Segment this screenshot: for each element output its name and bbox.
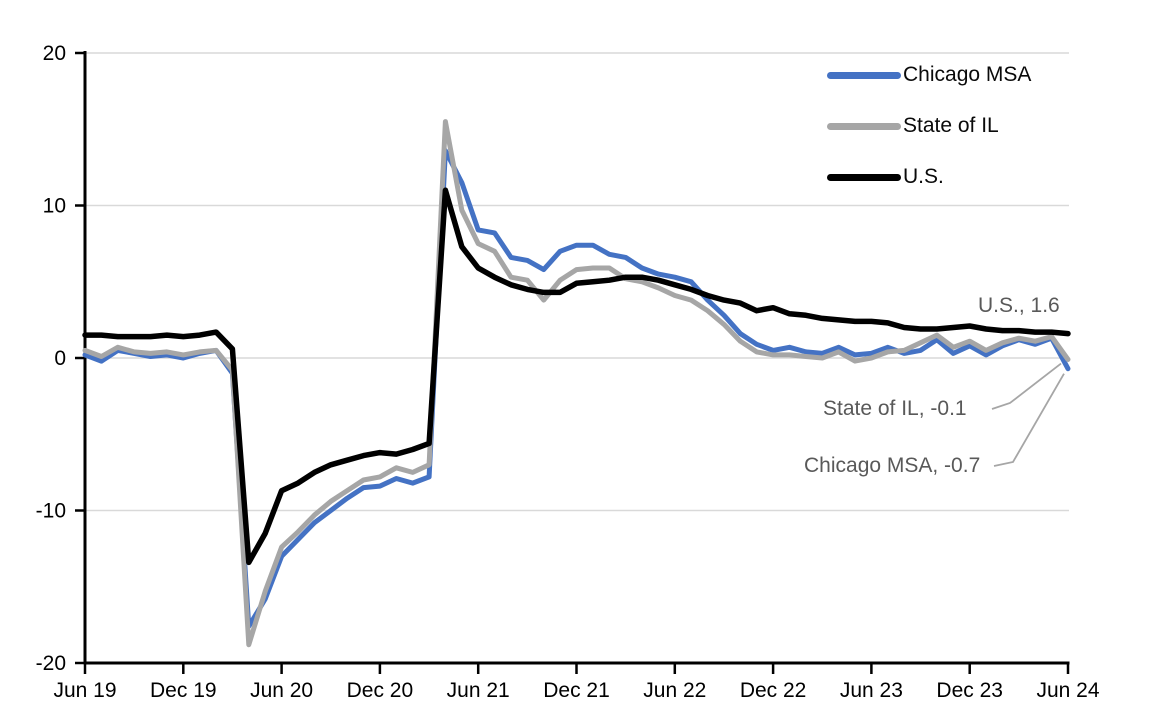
x-tick-label-Jun-22: Jun 22 bbox=[643, 679, 706, 702]
legend-item-chicago-msa: Chicago MSA bbox=[827, 62, 1031, 88]
y-tick-label-10: 10 bbox=[43, 195, 66, 218]
y-tick-label--10: -10 bbox=[36, 500, 66, 523]
x-tick-label-Jun-23: Jun 23 bbox=[840, 679, 903, 702]
y-tick-label-20: 20 bbox=[43, 42, 66, 65]
legend-label-us: U.S. bbox=[903, 165, 944, 188]
legend-label-chicago-msa: Chicago MSA bbox=[903, 63, 1032, 86]
legend-label-state-of-il: State of IL bbox=[903, 114, 999, 137]
annotation-us-end-value: U.S., 1.6 bbox=[978, 294, 1060, 317]
legend-swatch-state-of-il bbox=[827, 122, 901, 130]
series-line-u-s- bbox=[82, 187, 1071, 566]
x-tick-label-Dec-21: Dec 21 bbox=[543, 679, 610, 702]
x-tick-label-Jun-21: Jun 21 bbox=[447, 679, 510, 702]
annotation-state-of-il-end-value: State of IL, -0.1 bbox=[823, 397, 967, 420]
leader-line-state-of-il bbox=[991, 362, 1062, 410]
x-tick-label-Dec-22: Dec 22 bbox=[740, 679, 807, 702]
leader-line-chicago-msa bbox=[993, 373, 1065, 467]
x-tick-label-Dec-20: Dec 20 bbox=[347, 679, 414, 702]
x-tick-label-Dec-23: Dec 23 bbox=[936, 679, 1003, 702]
y-tick-label-0: 0 bbox=[54, 347, 66, 370]
x-tick-label-Dec-19: Dec 19 bbox=[150, 679, 217, 702]
series-line-state-of-il bbox=[82, 119, 1071, 648]
legend-item-state-of-il: State of IL bbox=[827, 113, 999, 139]
y-tick-label--20: -20 bbox=[36, 652, 66, 675]
x-tick-label-Jun-19: Jun 19 bbox=[53, 679, 116, 702]
x-tick-label-Jun-24: Jun 24 bbox=[1036, 679, 1099, 702]
annotation-chicago-msa-end-value: Chicago MSA, -0.7 bbox=[804, 454, 981, 477]
legend-swatch-us bbox=[827, 173, 901, 181]
legend-item-us: U.S. bbox=[827, 164, 944, 190]
legend-swatch-chicago-msa bbox=[827, 71, 901, 79]
x-tick-label-Jun-20: Jun 20 bbox=[250, 679, 313, 702]
